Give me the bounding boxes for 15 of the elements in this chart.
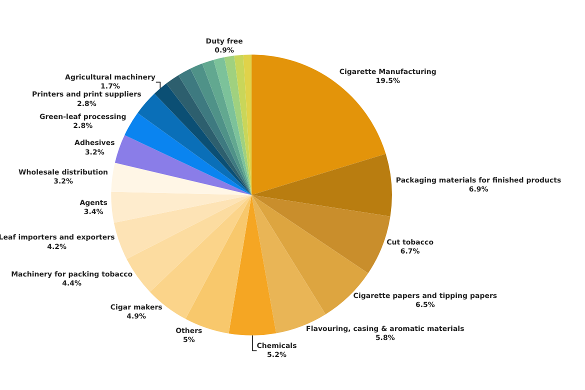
pie-slice xyxy=(252,154,392,216)
pie-slice xyxy=(178,68,252,195)
pie-slice xyxy=(228,195,276,336)
pie-slice xyxy=(154,83,252,195)
pie-slice xyxy=(190,64,252,195)
pie-slice xyxy=(166,75,252,195)
pie-slice xyxy=(202,60,252,195)
pie-slice xyxy=(114,195,252,260)
pie-slice xyxy=(111,192,252,223)
pie-slice xyxy=(214,57,252,195)
pie-slice xyxy=(234,54,252,195)
pie-slice xyxy=(124,112,252,195)
pie-slice xyxy=(111,162,252,195)
pie-slice xyxy=(224,56,252,195)
pie-slice xyxy=(114,135,252,195)
